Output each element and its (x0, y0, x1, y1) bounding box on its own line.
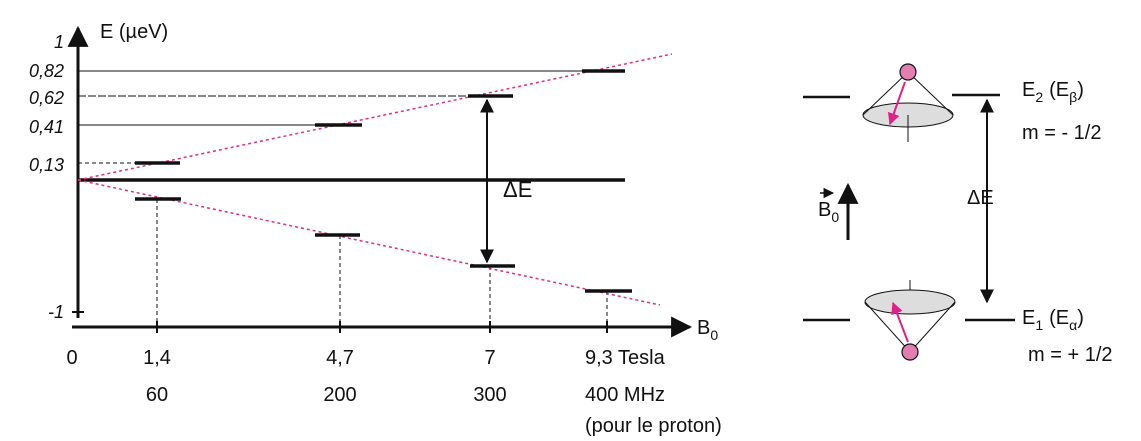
energy-plot (67, 25, 693, 338)
field-tick: 1,4 (143, 347, 171, 369)
frequency-tick: 200 (323, 384, 356, 406)
cone-base (864, 289, 956, 315)
gap-label: ΔE (503, 177, 532, 202)
name: E (1022, 307, 1035, 329)
close: ) (1077, 79, 1084, 101)
frequency-ticks: 60 200 300 400 MHz (146, 384, 665, 406)
y-tick-label: -1 (48, 302, 64, 322)
frequency-tick: 300 (473, 384, 506, 406)
spin-vector (887, 81, 906, 126)
symbol: B (818, 199, 831, 221)
field-tick: 7 (484, 347, 495, 369)
y-tick-label: 0,13 (29, 155, 64, 175)
lower-level-label: E1 (Eα) (1022, 307, 1084, 333)
field-tick: 0 (66, 347, 77, 369)
spin-diagram (803, 63, 1015, 361)
frequency-tick: 60 (146, 384, 168, 406)
symbol: B (697, 317, 710, 339)
subscript: 1 (1035, 317, 1043, 333)
guide-lines (78, 70, 608, 327)
spin-vector (891, 301, 909, 343)
subscript: β (1069, 89, 1077, 105)
frequency-tick: 400 MHz (585, 384, 665, 406)
y-axis-label: E (µeV) (100, 21, 168, 43)
field-tick: 9,3 Tesla (585, 347, 666, 369)
y-tick-label: 1 (54, 32, 64, 52)
name: E (1022, 79, 1035, 101)
frequency-note: (pour le proton) (585, 415, 722, 437)
subscript: α (1069, 317, 1077, 333)
upper-level-label: E2 (Eβ) (1022, 79, 1084, 105)
cone-side (862, 71, 909, 116)
levels (135, 69, 632, 293)
close: ) (1077, 307, 1084, 329)
alt-name: (E (1049, 307, 1069, 329)
field-ticks: 0 1,4 4,7 7 9,3 Tesla (66, 347, 665, 369)
lower-level-m: m = + 1/2 (1028, 344, 1113, 366)
lower-cone (864, 280, 956, 361)
subscript: 0 (831, 209, 839, 225)
subscript: 0 (710, 327, 718, 343)
upper-trend (77, 53, 673, 181)
y-tick-labels: 1 0,82 0,62 0,41 0,13 -1 (29, 32, 64, 322)
y-tick-label: 0,41 (29, 117, 64, 137)
x-axis-label: B0 (697, 317, 718, 343)
cone-side (907, 71, 954, 116)
cone-side (909, 301, 956, 353)
upper-level-m: m = - 1/2 (1022, 122, 1101, 144)
alt-name: (E (1049, 79, 1069, 101)
field-tick: 4,7 (326, 347, 354, 369)
upper-cone (862, 63, 954, 142)
nucleus (899, 63, 917, 81)
nucleus (901, 343, 919, 361)
cone-side (864, 301, 911, 353)
subscript: 2 (1035, 89, 1043, 105)
y-tick-label: 0,62 (29, 88, 64, 108)
y-tick-label: 0,82 (29, 61, 64, 81)
gap-label: ΔE (967, 187, 994, 209)
field-label: B0 (818, 199, 839, 225)
